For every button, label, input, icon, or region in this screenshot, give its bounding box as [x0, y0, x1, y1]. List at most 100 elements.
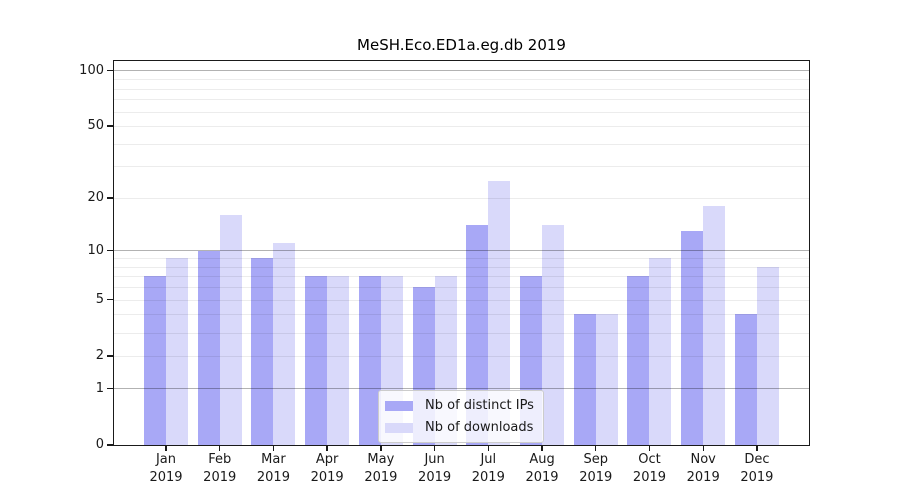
- x-tick-label-jun: Jun 2019: [403, 451, 467, 487]
- x-tick-year: 2019: [149, 470, 183, 485]
- gridline-minor-60: [113, 111, 810, 113]
- x-tick-label-feb: Feb 2019: [188, 451, 252, 487]
- bar-ips-sep: [573, 314, 596, 445]
- x-tick-month: Jun: [424, 452, 445, 467]
- x-tick-mark-mar: [272, 446, 275, 451]
- x-tick-year: 2019: [364, 470, 398, 485]
- y-tick-mark-0: [107, 444, 113, 446]
- x-tick-label-jan: Jan 2019: [134, 451, 198, 487]
- gridline-major-100: [113, 70, 810, 72]
- y-tick-mark-50: [107, 125, 113, 127]
- gridline-minor-30: [113, 166, 810, 168]
- x-tick-mark-jun: [433, 446, 436, 451]
- x-tick-mark-dec: [756, 446, 758, 451]
- y-tick-label-0: 0: [95, 437, 104, 452]
- legend-swatch-downloads: [385, 422, 413, 433]
- x-tick-label-apr: Apr 2019: [295, 451, 359, 487]
- legend-label-distinct-ips: Nb of distinct IPs: [425, 398, 534, 413]
- x-tick-year: 2019: [740, 470, 774, 485]
- y-tick-mark-10: [107, 249, 113, 252]
- x-tick-month: Dec: [744, 452, 770, 467]
- gridline-minor-90: [113, 79, 810, 81]
- y-tick-mark-5: [107, 298, 113, 301]
- x-tick-label-oct: Oct 2019: [617, 451, 681, 487]
- y-tick-label-2: 2: [95, 347, 104, 363]
- x-tick-mark-nov: [702, 446, 704, 451]
- legend-item-distinct-ips: Nb of distinct IPs: [385, 396, 534, 415]
- gridline-minor-50: [113, 126, 810, 128]
- gridline-minor-4: [113, 314, 810, 316]
- bar-ips-jan: [144, 276, 166, 445]
- x-tick-year: 2019: [632, 470, 667, 485]
- x-tick-month: Sep: [583, 452, 608, 467]
- x-tick-mark-jul: [487, 446, 489, 451]
- y-tick-mark-20: [107, 197, 113, 199]
- x-tick-year: 2019: [471, 470, 505, 485]
- x-tick-year: 2019: [418, 470, 452, 485]
- y-tick-label-10: 10: [87, 242, 104, 258]
- y-tick-label-5: 5: [95, 291, 104, 307]
- x-tick-label-nov: Nov 2019: [671, 451, 735, 487]
- x-tick-mark-jan: [165, 446, 167, 451]
- gridline-minor-5: [113, 299, 810, 301]
- x-tick-mark-may: [380, 446, 382, 451]
- gridline-minor-70: [113, 99, 810, 101]
- y-tick-label-100: 100: [79, 62, 104, 78]
- bar-ips-mar: [251, 258, 274, 445]
- bar-downloads-feb: [219, 215, 242, 445]
- bar-ips-may: [358, 276, 381, 445]
- x-tick-year: 2019: [525, 470, 559, 485]
- x-tick-year: 2019: [310, 470, 344, 485]
- x-tick-label-may: May 2019: [349, 451, 413, 487]
- y-tick-mark-1: [107, 388, 113, 390]
- x-tick-month: Oct: [638, 452, 661, 467]
- x-tick-month: Mar: [261, 452, 286, 467]
- x-tick-label-sep: Sep 2019: [564, 451, 628, 487]
- bar-downloads-dec: [756, 266, 779, 445]
- bar-ips-apr: [305, 276, 328, 445]
- x-tick-label-mar: Mar 2019: [241, 451, 305, 487]
- bar-downloads-aug: [542, 225, 565, 445]
- bar-downloads-jul: [488, 180, 511, 445]
- chart-title: MeSH.Eco.ED1a.eg.db 2019: [357, 36, 566, 54]
- legend-item-downloads: Nb of downloads: [385, 418, 534, 437]
- x-tick-label-jul: Jul 2019: [456, 451, 520, 487]
- x-tick-label-dec: Dec 2019: [725, 451, 789, 487]
- x-tick-month: Nov: [690, 452, 716, 467]
- gridline-minor-80: [113, 88, 810, 90]
- gridline-minor-7: [113, 276, 810, 278]
- gridline-minor-9: [113, 258, 810, 260]
- gridline-minor-3: [113, 332, 810, 334]
- y-tick-label-50: 50: [87, 118, 104, 134]
- bar-downloads-apr: [327, 276, 350, 445]
- bar-ips-nov: [681, 230, 704, 445]
- y-tick-label-1: 1: [95, 380, 104, 396]
- x-tick-mark-aug: [541, 446, 543, 451]
- x-tick-month: Jul: [480, 452, 497, 467]
- x-tick-month: Apr: [315, 452, 339, 467]
- gridline-major-10: [113, 249, 810, 252]
- bar-ips-feb: [197, 250, 220, 445]
- legend-label-downloads: Nb of downloads: [425, 420, 534, 435]
- legend: Nb of distinct IPs Nb of downloads: [378, 390, 544, 443]
- x-tick-year: 2019: [256, 470, 290, 485]
- bar-downloads-jan: [166, 258, 188, 445]
- gridline-minor-40: [113, 143, 810, 145]
- x-tick-year: 2019: [203, 470, 237, 485]
- y-tick-mark-100: [107, 69, 113, 72]
- y-tick-label-20: 20: [87, 190, 104, 206]
- gridline-major-1: [113, 388, 810, 390]
- x-tick-month: Aug: [529, 452, 555, 467]
- gridline-minor-8: [113, 266, 810, 268]
- gridline-minor-6: [113, 287, 810, 289]
- x-tick-mark-apr: [326, 446, 328, 451]
- bar-downloads-oct: [649, 258, 672, 445]
- gridline-minor-20: [113, 198, 810, 200]
- x-tick-mark-oct: [648, 446, 651, 451]
- x-tick-label-aug: Aug 2019: [510, 451, 574, 487]
- x-tick-month: Jan: [155, 452, 177, 467]
- bar-downloads-mar: [273, 243, 296, 445]
- bar-downloads-sep: [595, 314, 618, 445]
- bar-ips-dec: [734, 314, 757, 445]
